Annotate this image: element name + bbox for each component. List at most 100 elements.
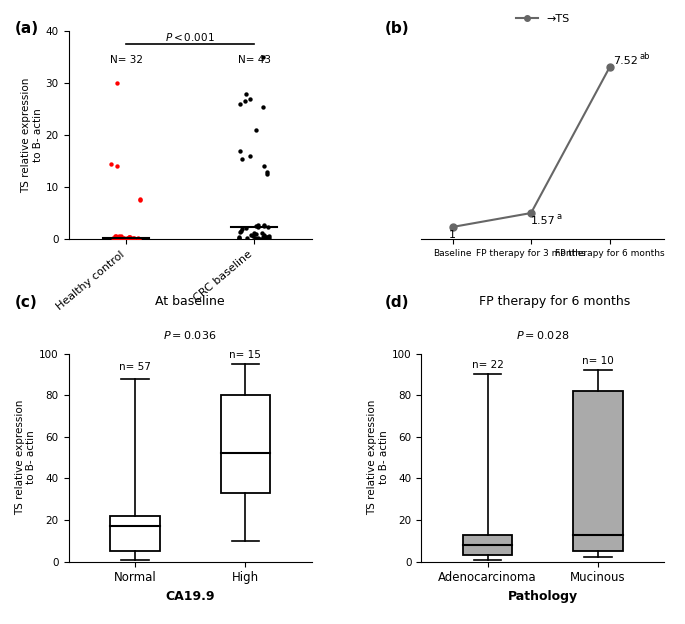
- Point: [111, 162, 122, 172]
- Legend: →TS: →TS: [511, 10, 575, 29]
- Point: [132, 233, 143, 243]
- Point: [234, 228, 245, 238]
- Point: [241, 233, 252, 243]
- Text: 1: 1: [449, 230, 456, 240]
- Point: [250, 125, 261, 135]
- Point: [258, 230, 269, 240]
- Point: [114, 232, 125, 242]
- Point: [123, 232, 134, 242]
- Point: [239, 97, 250, 107]
- Point: [237, 224, 248, 234]
- Point: [112, 234, 123, 244]
- Point: [259, 162, 270, 172]
- Point: [134, 233, 145, 243]
- Point: [236, 227, 247, 236]
- Point: [114, 233, 125, 243]
- Point: [251, 233, 262, 243]
- Point: [112, 78, 123, 88]
- Point: [110, 231, 121, 241]
- Text: N= 32: N= 32: [110, 55, 142, 65]
- Point: [241, 89, 252, 99]
- Point: [108, 233, 119, 243]
- Point: [234, 232, 245, 241]
- Point: [125, 232, 136, 242]
- Y-axis label: TS relative expression
to B- actin: TS relative expression to B- actin: [15, 400, 36, 515]
- Point: [253, 233, 264, 243]
- Point: [121, 233, 132, 243]
- Point: [113, 232, 124, 241]
- Point: [234, 233, 245, 243]
- Point: [114, 233, 125, 243]
- Point: [132, 234, 143, 244]
- Point: [257, 228, 268, 238]
- Text: (d): (d): [385, 295, 409, 310]
- Point: [118, 233, 129, 243]
- Text: $\it{P=0.036}$: $\it{P=0.036}$: [164, 329, 217, 341]
- Text: (a): (a): [15, 21, 39, 36]
- Y-axis label: TS relative expression
to B- actin: TS relative expression to B- actin: [21, 77, 43, 193]
- Text: N= 43: N= 43: [238, 55, 271, 65]
- Point: [245, 151, 256, 161]
- Text: FP therapy for 6 months: FP therapy for 6 months: [479, 295, 631, 308]
- Text: (c): (c): [15, 295, 38, 310]
- Point: [258, 52, 269, 62]
- Point: [129, 233, 140, 243]
- Point: [124, 232, 135, 242]
- Point: [249, 233, 260, 243]
- Point: [115, 231, 126, 241]
- Point: [112, 234, 123, 244]
- Point: [234, 146, 245, 156]
- Point: [121, 233, 132, 243]
- X-axis label: Pathology: Pathology: [508, 590, 578, 603]
- Point: [255, 234, 266, 244]
- X-axis label: CA19.9: CA19.9: [165, 590, 215, 603]
- Text: n= 22: n= 22: [471, 360, 503, 370]
- Point: [241, 223, 252, 233]
- Point: [253, 220, 264, 230]
- Text: n= 57: n= 57: [119, 363, 151, 373]
- Point: [258, 102, 269, 112]
- Text: $\it{P=0.028}$: $\it{P=0.028}$: [516, 329, 569, 341]
- Point: [234, 234, 245, 244]
- Point: [262, 232, 273, 242]
- Point: [114, 233, 125, 243]
- Point: [248, 228, 259, 238]
- Point: [235, 99, 246, 109]
- Point: [258, 232, 269, 242]
- Text: a: a: [556, 212, 561, 221]
- Point: [248, 231, 259, 241]
- Text: 7.52: 7.52: [614, 56, 638, 66]
- Bar: [110, 516, 160, 551]
- Text: ab: ab: [639, 52, 650, 61]
- Point: [106, 159, 117, 169]
- Bar: [221, 395, 271, 493]
- Point: [135, 195, 146, 205]
- Point: [253, 222, 264, 232]
- Point: [251, 221, 262, 231]
- Text: n= 15: n= 15: [229, 350, 262, 360]
- Point: [114, 232, 125, 241]
- Point: [111, 233, 122, 243]
- Text: n= 10: n= 10: [582, 356, 614, 366]
- Bar: [462, 535, 512, 555]
- Point: [258, 234, 269, 244]
- Point: [119, 233, 129, 243]
- Bar: [573, 391, 623, 551]
- Text: At baseline: At baseline: [155, 295, 225, 308]
- Point: [260, 232, 271, 242]
- Point: [250, 229, 261, 239]
- Point: [263, 222, 274, 232]
- Text: 1.57: 1.57: [531, 216, 556, 226]
- Point: [258, 220, 269, 230]
- Point: [135, 193, 146, 203]
- Point: [258, 222, 269, 232]
- Point: [245, 230, 256, 240]
- Point: [245, 94, 256, 104]
- Point: [264, 233, 275, 243]
- Point: [262, 169, 273, 179]
- Y-axis label: TS relative expression
to B- actin: TS relative expression to B- actin: [367, 400, 389, 515]
- Point: [262, 167, 273, 177]
- Point: [110, 231, 121, 241]
- Point: [236, 154, 247, 163]
- Point: [264, 231, 275, 241]
